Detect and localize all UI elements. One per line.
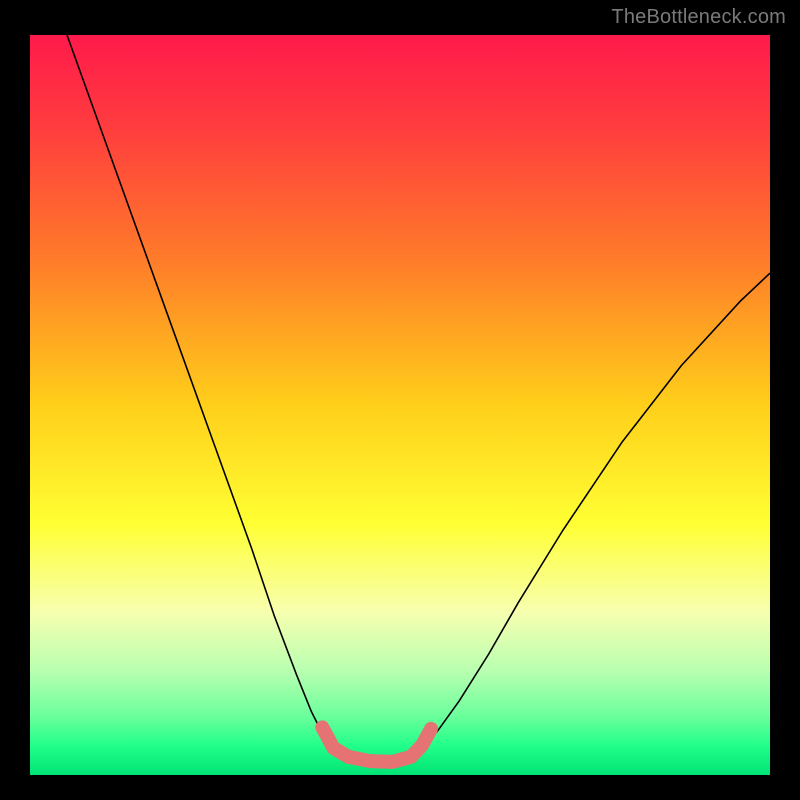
- highlight-band: [322, 727, 431, 762]
- bottleneck-curve: [67, 35, 770, 763]
- outer-frame: TheBottleneck.com: [0, 0, 800, 800]
- curve-layer: [30, 35, 770, 770]
- plot-area: [30, 35, 770, 770]
- watermark-text: TheBottleneck.com: [611, 6, 786, 29]
